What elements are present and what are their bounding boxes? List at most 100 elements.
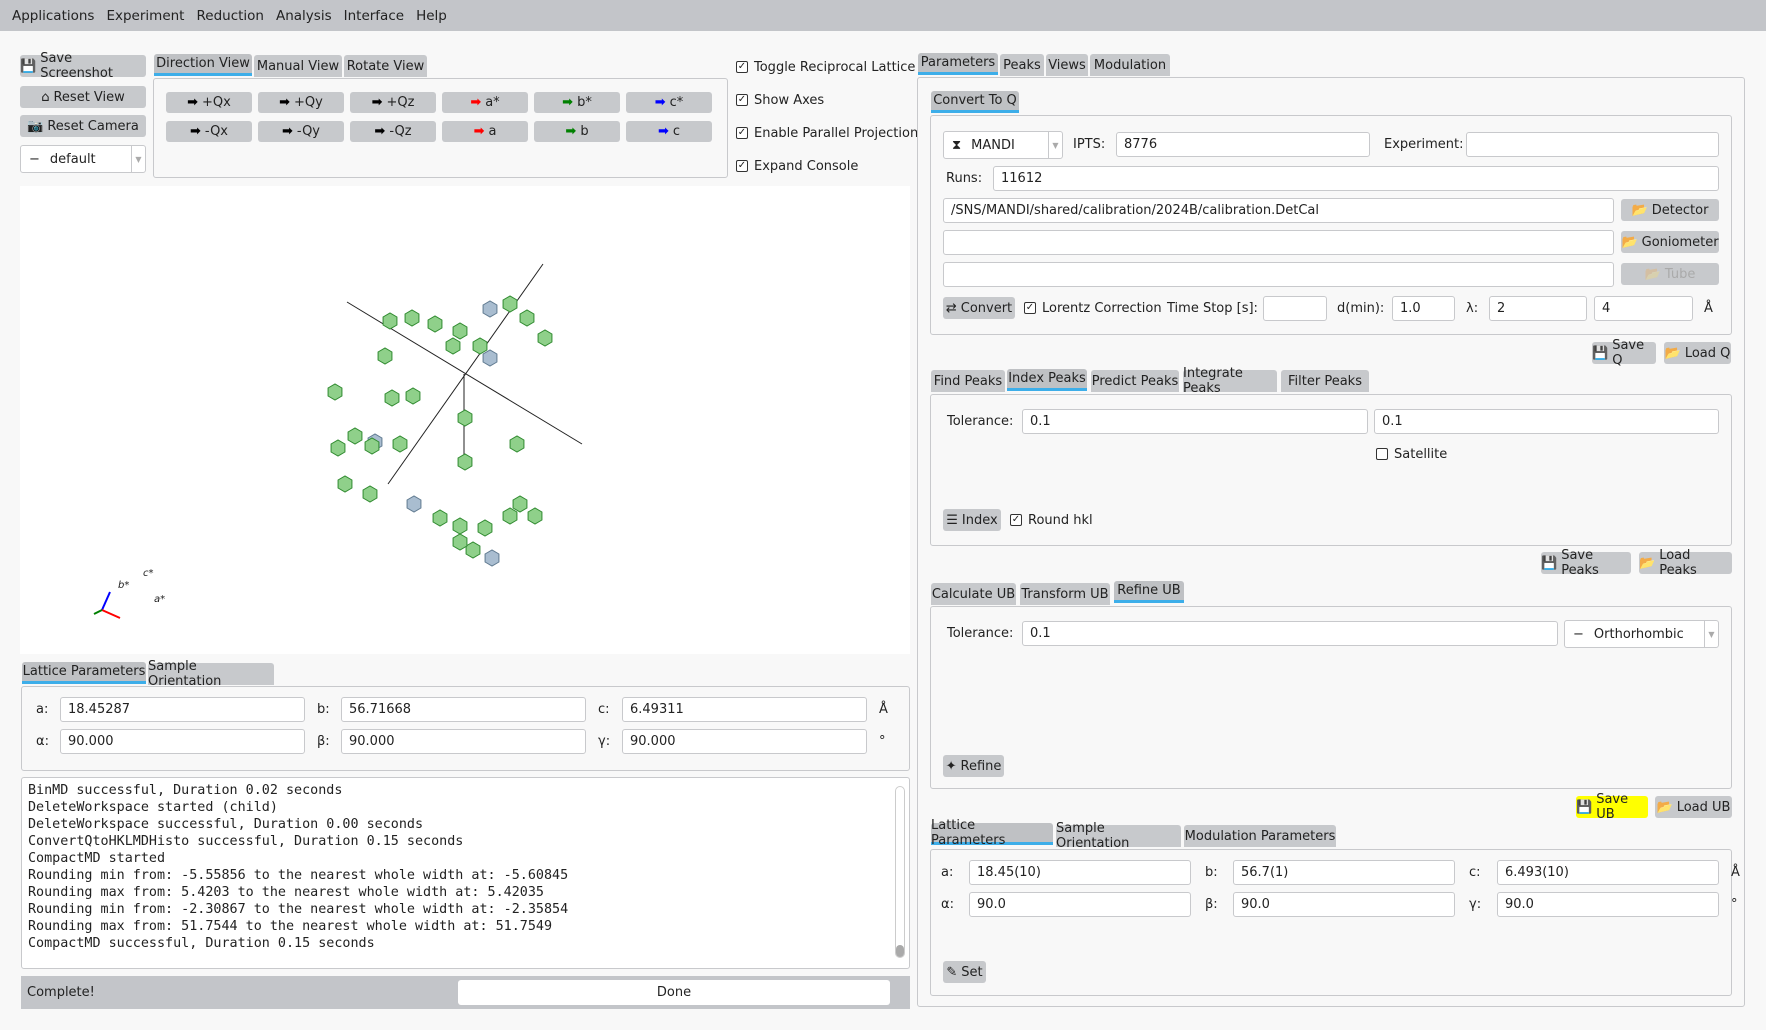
console: BinMD successful, Duration 0.02 seconds D… [21, 777, 910, 969]
ipts-input[interactable]: 8776 [1116, 132, 1370, 157]
b-input[interactable]: 56.71668 [341, 697, 586, 722]
tab-rotate-view[interactable]: Rotate View [344, 55, 427, 77]
convert-button[interactable]: ⇄ Convert [943, 297, 1015, 319]
direction-button-plusQx[interactable]: ➡ +Qx [166, 92, 252, 113]
direction-button-minusQz[interactable]: ➡ -Qz [350, 121, 436, 142]
instrument-combo[interactable]: ⧗ MANDI ▼ [943, 131, 1063, 159]
tab-modulation[interactable]: Modulation [1090, 54, 1170, 76]
goniometer-button[interactable]: 📂 Goniometer [1621, 231, 1719, 253]
peak-marker [347, 427, 363, 445]
peak-marker [382, 312, 398, 330]
tab-predict-peaks[interactable]: Predict Peaks [1091, 370, 1179, 392]
set-button[interactable]: ✎ Set [943, 961, 986, 983]
tube-path-input[interactable] [943, 262, 1614, 287]
checkbox-expand-console[interactable]: ✓ Expand Console [736, 156, 858, 176]
checkbox-toggle-reciprocal-lattice[interactable]: ✓ Toggle Reciprocal Lattice [736, 57, 915, 77]
reset-view-button[interactable]: ⌂ Reset View [20, 86, 146, 108]
load-ub-button[interactable]: 📂 Load UB [1655, 796, 1732, 818]
direction-button-c[interactable]: ➡ c [626, 121, 712, 142]
direction-button-a[interactable]: ➡ a [442, 121, 528, 142]
time-stop-input[interactable] [1263, 296, 1327, 321]
refine-tolerance-input[interactable]: 0.1 [1022, 621, 1558, 646]
tab-views[interactable]: Views [1046, 54, 1088, 76]
direction-button-minusQy[interactable]: ➡ -Qy [258, 121, 344, 142]
direction-button-astar[interactable]: ➡ a* [442, 92, 528, 113]
save-q-button[interactable]: 💾 Save Q [1592, 338, 1656, 368]
menu-reduction[interactable]: Reduction [196, 7, 264, 24]
tab-calculate-ub[interactable]: Calculate UB [931, 583, 1016, 605]
b-input[interactable]: 56.7(1) [1233, 860, 1455, 885]
lambda-max-input[interactable]: 4 [1594, 296, 1693, 321]
save-peaks-button[interactable]: 💾 Save Peaks [1541, 548, 1631, 578]
tab-ub-sample-orientation[interactable]: Sample Orientation [1056, 821, 1181, 851]
cell-type-combo[interactable]: − Orthorhombic ▼ [1564, 620, 1719, 648]
tab-find-peaks[interactable]: Find Peaks [931, 370, 1005, 392]
tab-index-peaks[interactable]: Index Peaks [1007, 369, 1087, 391]
beta-input[interactable]: 90.0 [1233, 892, 1455, 917]
lambda-min-input[interactable]: 2 [1489, 296, 1587, 321]
tab-peaks[interactable]: Peaks [1000, 54, 1044, 76]
save-icon: 💾 [1576, 799, 1593, 815]
tab-direction-view[interactable]: Direction View [154, 54, 252, 76]
index-button[interactable]: ☰ Index [943, 509, 1001, 531]
load-q-button[interactable]: 📂 Load Q [1664, 342, 1731, 364]
direction-button-b[interactable]: ➡ b [534, 121, 620, 142]
beta-input[interactable]: 90.000 [341, 729, 586, 754]
tube-button[interactable]: 📂 Tube [1621, 263, 1719, 285]
index-tolerance-input[interactable]: 0.1 [1022, 409, 1368, 434]
menu-experiment[interactable]: Experiment [106, 7, 185, 24]
direction-button-plusQz[interactable]: ➡ +Qz [350, 92, 436, 113]
3d-view[interactable]: c* b* a* [20, 186, 910, 654]
gamma-input[interactable]: 90.000 [622, 729, 867, 754]
refine-button[interactable]: ✦ Refine [943, 755, 1004, 777]
console-scrollbar[interactable] [895, 786, 905, 958]
direction-button-bstar[interactable]: ➡ b* [534, 92, 620, 113]
direction-button-minusQx[interactable]: ➡ -Qx [166, 121, 252, 142]
tab-filter-peaks[interactable]: Filter Peaks [1281, 370, 1369, 392]
c-input[interactable]: 6.49311 [622, 697, 867, 722]
runs-input[interactable]: 11612 [993, 166, 1719, 191]
tab-sample-orientation[interactable]: Sample Orientation [148, 659, 274, 689]
c-input[interactable]: 6.493(10) [1497, 860, 1719, 885]
a-input[interactable]: 18.45(10) [969, 860, 1191, 885]
load-peaks-button[interactable]: 📂 Load Peaks [1639, 548, 1732, 578]
tab-integrate-peaks[interactable]: Integrate Peaks [1183, 366, 1277, 396]
save-screenshot-button[interactable]: 💾 Save Screenshot [20, 51, 146, 81]
detector-button[interactable]: 📂 Detector [1621, 199, 1719, 221]
alpha-input[interactable]: 90.0 [969, 892, 1191, 917]
tab-lattice-parameters[interactable]: Lattice Parameters [22, 662, 146, 684]
console-log: BinMD successful, Duration 0.02 seconds D… [28, 782, 903, 952]
direction-button-label: -Qx [204, 124, 228, 139]
gamma-input[interactable]: 90.0 [1497, 892, 1719, 917]
menu-analysis[interactable]: Analysis [275, 7, 332, 24]
tab-parameters[interactable]: Parameters [918, 53, 998, 75]
peak-marker [457, 409, 473, 427]
goniometer-path-input[interactable] [943, 230, 1614, 255]
detector-path-input[interactable]: /SNS/MANDI/shared/calibration/2024B/cali… [943, 198, 1614, 223]
direction-button-plusQy[interactable]: ➡ +Qy [258, 92, 344, 113]
experiment-input[interactable] [1466, 132, 1719, 157]
save-ub-button[interactable]: 💾 Save UB [1576, 792, 1648, 822]
tab-convert-to-q[interactable]: Convert To Q [931, 91, 1019, 113]
tab-manual-view[interactable]: Manual View [254, 55, 342, 77]
dmin-input[interactable]: 1.0 [1392, 296, 1455, 321]
menu-interface[interactable]: Interface [343, 7, 405, 24]
direction-button-cstar[interactable]: ➡ c* [626, 92, 712, 113]
checkbox-enable-parallel-projection[interactable]: ✓ Enable Parallel Projection [736, 123, 918, 143]
reset-camera-button[interactable]: 📷 Reset Camera [20, 115, 146, 137]
camera-combo[interactable]: − default ▼ [20, 145, 146, 173]
satellite-tolerance-input[interactable]: 0.1 [1374, 409, 1719, 434]
menu-applications[interactable]: Applications [12, 7, 95, 24]
lorentz-checkbox[interactable]: ✓ Lorentz Correction [1024, 298, 1162, 318]
tab-refine-ub[interactable]: Refine UB [1114, 581, 1184, 603]
round-hkl-checkbox[interactable]: ✓ Round hkl [1010, 510, 1093, 530]
tab-transform-ub[interactable]: Transform UB [1020, 583, 1110, 605]
checkbox-show-axes[interactable]: ✓ Show Axes [736, 90, 824, 110]
menu-help[interactable]: Help [416, 7, 447, 24]
a-input[interactable]: 18.45287 [60, 697, 305, 722]
tab-ub-lattice-parameters[interactable]: Lattice Parameters [931, 818, 1053, 848]
alpha-input[interactable]: 90.000 [60, 729, 305, 754]
tab-modulation-parameters[interactable]: Modulation Parameters [1184, 825, 1336, 847]
satellite-checkbox[interactable]: Satellite [1376, 444, 1447, 464]
arrow-right-icon: ➡ [282, 124, 293, 139]
